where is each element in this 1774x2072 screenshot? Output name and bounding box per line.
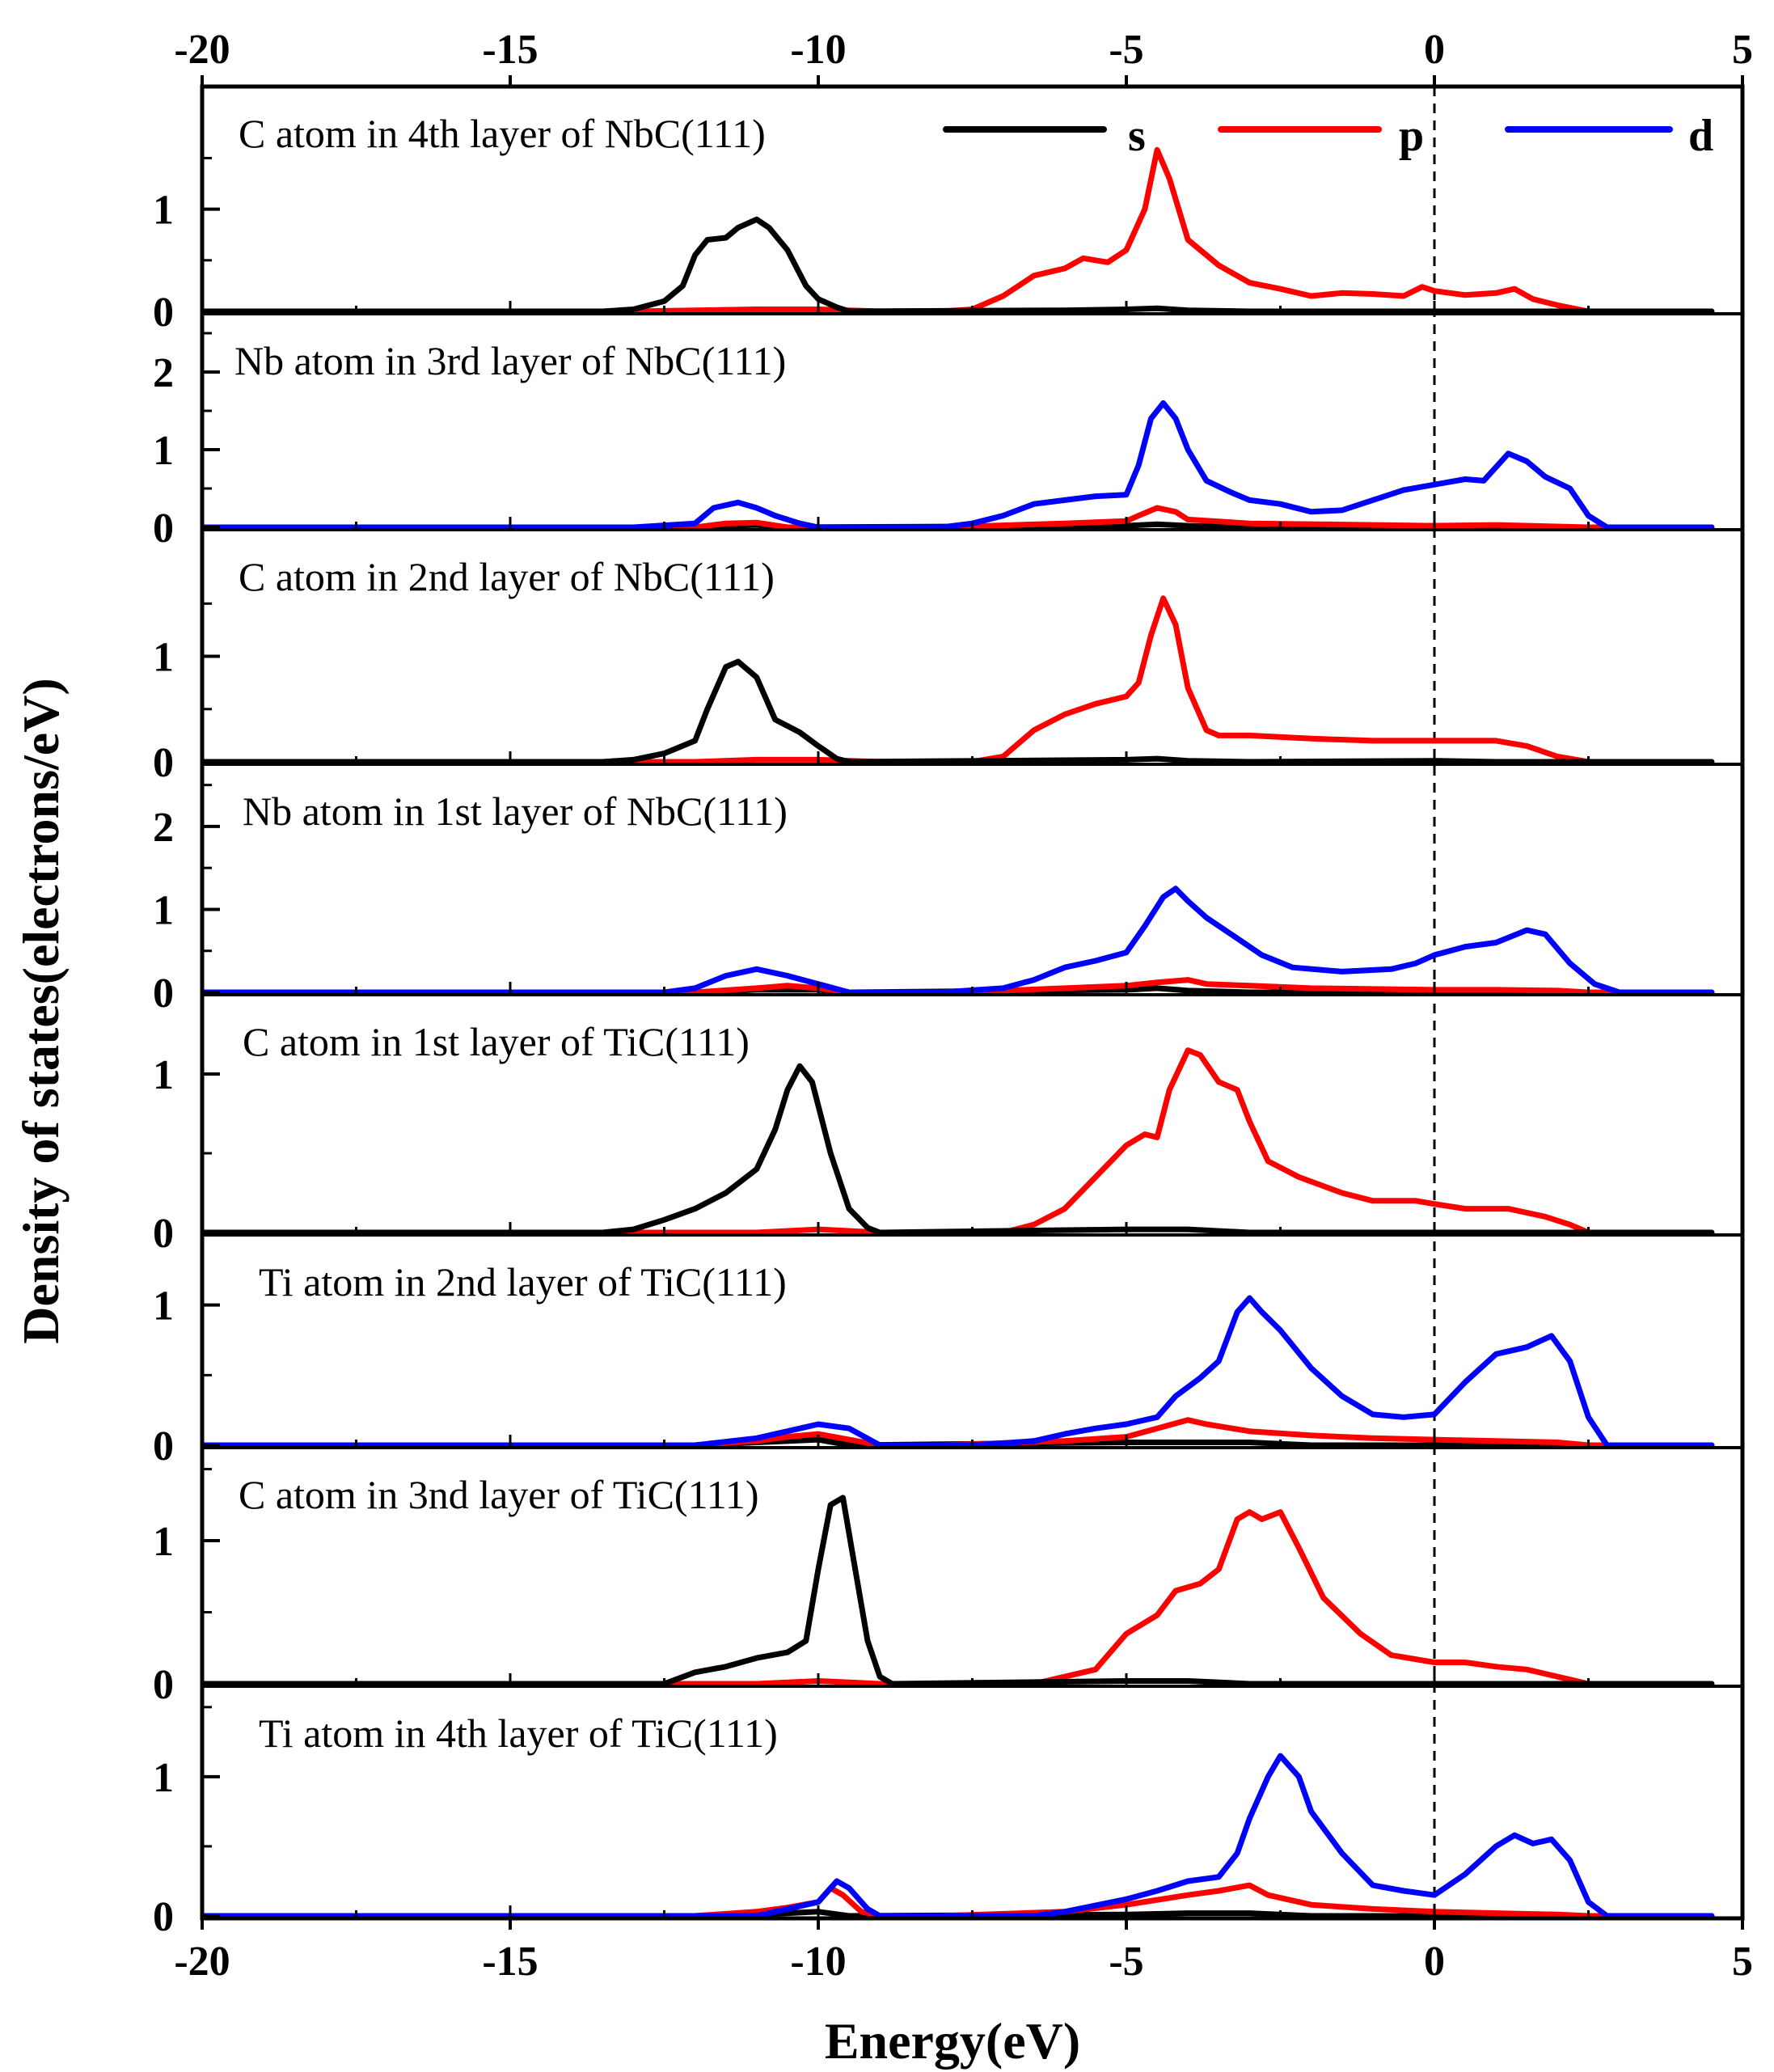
bottom-xtick-label--20: -20 <box>174 1939 230 1985</box>
panel-4-label: Nb atom in 1st layer of NbC(111) <box>243 789 788 834</box>
panel-8-d-curve <box>202 1753 1715 1918</box>
panel-6-label: Ti atom in 2nd layer of TiC(111) <box>259 1259 787 1305</box>
panel-7-p-curve <box>202 1509 1715 1687</box>
panel-1-ytick-label-0: 0 <box>153 290 174 336</box>
panel-2-d-curve <box>202 400 1715 531</box>
panel-8-p-curve <box>202 1882 1715 1918</box>
panel-7-ytick-label-0: 0 <box>153 1662 174 1708</box>
panel-4-d-curve <box>202 886 1715 996</box>
top-xtick-label--20: -20 <box>174 27 230 73</box>
panel-2-ytick-label-2: 2 <box>153 350 174 396</box>
panel-4-p-curve <box>202 977 1715 996</box>
y-axis-title: Density of states(electrons/eV) <box>12 678 70 1343</box>
panel-1-p-curve <box>202 146 1715 315</box>
panel-5-p-curve <box>202 1047 1715 1236</box>
panel-5-ytick-label-0: 0 <box>153 1211 174 1257</box>
panel-7-label: C atom in 3nd layer of TiC(111) <box>239 1472 759 1517</box>
panel-8-ytick-label-0: 0 <box>153 1894 174 1940</box>
bottom-xtick-label--5: -5 <box>1109 1939 1143 1985</box>
panel-6-p-curve <box>202 1417 1715 1448</box>
panel-4-ytick-label-0: 0 <box>153 970 174 1017</box>
bottom-xtick-label--10: -10 <box>790 1939 846 1985</box>
x-axis-title: Energy(eV) <box>825 2012 1080 2070</box>
top-xtick-label--5: -5 <box>1109 27 1143 73</box>
bottom-xtick-label-5: 5 <box>1732 1939 1753 1985</box>
panel-2-label: Nb atom in 3rd layer of NbC(111) <box>234 338 786 383</box>
panel-8-ytick-label-1: 1 <box>153 1755 174 1801</box>
panel-2-ytick-label-1: 1 <box>153 428 174 474</box>
frame-layer <box>200 75 1745 1930</box>
panel-3-s-curve <box>202 658 1715 765</box>
panel-4-ytick-label-2: 2 <box>153 805 174 851</box>
panel-8-label: Ti atom in 4th layer of TiC(111) <box>259 1710 778 1756</box>
top-xtick-label--10: -10 <box>790 27 846 73</box>
legend-label-d: d <box>1688 111 1713 161</box>
panel-6-ytick-label-0: 0 <box>153 1423 174 1469</box>
bottom-xtick-label--15: -15 <box>482 1939 538 1985</box>
panel-3-ytick-label-1: 1 <box>153 635 174 681</box>
panel-6-ytick-label-1: 1 <box>153 1283 174 1330</box>
legend-label-s: s <box>1128 111 1146 161</box>
panel-4-ytick-label-1: 1 <box>153 887 174 933</box>
panel-7-ytick-label-1: 1 <box>153 1519 174 1565</box>
panel-3-label: C atom in 2nd layer of NbC(111) <box>239 554 775 599</box>
panel-5-label: C atom in 1st layer of TiC(111) <box>243 1019 750 1064</box>
text-layer: Energy(eV) Density of states(electrons/e… <box>12 27 1753 2070</box>
panel-2-p-curve <box>202 505 1715 531</box>
top-xtick-label-5: 5 <box>1732 27 1753 73</box>
panel-1-s-curve <box>202 216 1715 315</box>
panel-6-d-curve <box>202 1295 1715 1448</box>
top-xtick-label--15: -15 <box>482 27 538 73</box>
panel-2-ytick-label-0: 0 <box>153 505 174 552</box>
bottom-xtick-label-0: 0 <box>1424 1939 1445 1985</box>
legend-label-p: p <box>1399 111 1424 161</box>
top-xtick-label-0: 0 <box>1424 27 1445 73</box>
panel-5-ytick-label-1: 1 <box>153 1052 174 1098</box>
panel-1-ytick-label-1: 1 <box>153 188 174 234</box>
panel-1-label: C atom in 4th layer of NbC(111) <box>239 111 766 156</box>
panel-3-p-curve <box>202 595 1715 765</box>
panel-3-ytick-label-0: 0 <box>153 740 174 786</box>
panel-7-s-curve <box>202 1495 1715 1687</box>
plot-frame <box>200 84 1745 1921</box>
